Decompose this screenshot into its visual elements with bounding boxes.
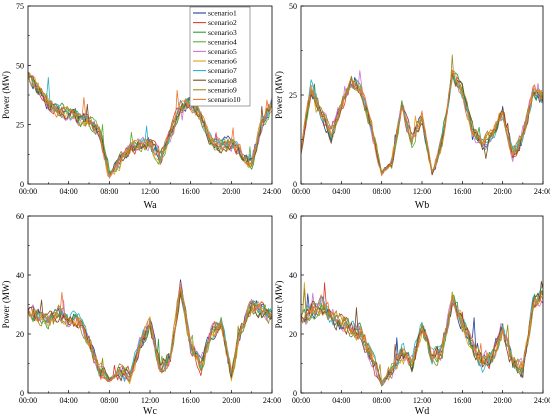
x-tick-label: 12:00	[413, 187, 431, 196]
y-tick-label: 0	[20, 389, 24, 398]
panel-wd: 00:00 04:00 08:00 12:00 16:00 20:00 24:00 0 20 40…	[274, 212, 550, 417]
y-tick-label: 0	[293, 389, 297, 398]
series-line-wc-scenario9	[28, 289, 272, 382]
legend-entry: scenario7	[208, 66, 237, 75]
y-axis-label: Power (MW)	[274, 281, 284, 329]
legend-entry: scenario8	[208, 76, 237, 85]
legend-entry: scenario9	[208, 85, 237, 94]
x-tick-label: 08:00	[373, 187, 391, 196]
series-line-wc-scenario4	[28, 291, 272, 383]
y-tick-label: 0	[20, 180, 24, 189]
x-tick-label: 12:00	[141, 396, 159, 405]
series-line-wd-scenario7	[301, 283, 543, 386]
y-tick-label: 75	[16, 2, 24, 11]
series-line-wc-scenario6	[28, 288, 272, 385]
y-axis-label: Power (MW)	[1, 281, 11, 329]
series-line-wa-scenario10	[28, 71, 272, 177]
legend-entry: scenario10	[208, 95, 241, 104]
series-line-wb-scenario6	[301, 70, 543, 175]
x-axis-label: Wa	[143, 200, 157, 211]
x-tick-label: 12:00	[413, 396, 431, 405]
series-line-wb-scenario8	[301, 72, 543, 176]
x-tick-label: 16:00	[453, 396, 471, 405]
x-tick-label: 00:00	[292, 396, 310, 405]
x-axis-label: Wc	[143, 406, 157, 417]
plot-frame	[300, 5, 544, 185]
legend-entry: scenario3	[208, 28, 237, 37]
x-tick-label: 00:00	[292, 187, 310, 196]
y-tick-label: 40	[289, 271, 297, 280]
panel-wb: 00:00 04:00 08:00 12:00 16:00 20:00 24:00 0 25 50…	[274, 2, 550, 211]
series-line-wc-scenario8	[28, 290, 272, 382]
x-tick-label: 20:00	[222, 187, 240, 196]
x-axis-label: Wd	[415, 406, 429, 417]
y-tick-label: 20	[289, 330, 297, 339]
legend-entry: scenario6	[208, 57, 237, 66]
series-line-wb-scenario10	[301, 70, 543, 177]
x-tick-label: 00:00	[19, 396, 37, 405]
x-tick-label: 04:00	[60, 396, 78, 405]
y-tick-label: 20	[16, 330, 24, 339]
x-tick-label: 16:00	[453, 187, 471, 196]
x-tick-label: 08:00	[100, 187, 118, 196]
legend-entry: scenario4	[208, 37, 237, 46]
x-tick-label: 04:00	[332, 187, 350, 196]
x-tick-label: 20:00	[494, 396, 512, 405]
x-tick-label: 20:00	[222, 396, 240, 405]
y-tick-label: 0	[293, 180, 297, 189]
y-tick-label: 50	[289, 2, 297, 11]
y-axis-label: Power (MW)	[274, 71, 284, 119]
plot-frame	[300, 215, 544, 394]
series-line-wd-scenario9	[301, 288, 543, 384]
series-line-wc-scenario2	[28, 294, 272, 383]
y-tick-label: 25	[289, 91, 297, 100]
series-line-wc-scenario7	[28, 289, 272, 382]
series-line-wb-scenario9	[301, 54, 543, 174]
y-tick-label: 60	[16, 212, 24, 221]
legend-entry: scenario5	[208, 47, 237, 56]
x-tick-label: 16:00	[182, 187, 200, 196]
x-tick-label: 00:00	[19, 187, 37, 196]
panel-wa: 00:00 04:00 08:00 12:00 16:00 20:00 24:00 0 25 50…	[1, 2, 281, 211]
x-tick-label: 24:00	[534, 187, 550, 196]
series-line-wa-scenario8	[28, 72, 272, 177]
legend: scenario1scenario2scenario3scenario4scen…	[189, 6, 251, 107]
series-line-wc-scenario1	[28, 279, 272, 381]
x-tick-label: 12:00	[141, 187, 159, 196]
x-tick-label: 04:00	[332, 396, 350, 405]
x-tick-label: 24:00	[263, 396, 281, 405]
series-line-wc-scenario10	[28, 281, 272, 382]
y-axis-label: Power (MW)	[1, 71, 11, 119]
x-tick-label: 20:00	[494, 187, 512, 196]
x-tick-label: 24:00	[263, 187, 281, 196]
series-line-wd-scenario10	[301, 294, 543, 384]
panel-wc: 00:00 04:00 08:00 12:00 16:00 20:00 24:00 0 20 40…	[1, 212, 281, 417]
legend-entry: scenario2	[208, 18, 237, 27]
y-tick-label: 25	[16, 121, 24, 130]
y-tick-label: 60	[289, 212, 297, 221]
series-line-wc-scenario3	[28, 290, 272, 381]
x-tick-label: 04:00	[60, 187, 78, 196]
x-tick-label: 16:00	[182, 396, 200, 405]
series-line-wc-scenario5	[28, 286, 272, 383]
x-tick-label: 08:00	[100, 396, 118, 405]
x-axis-label: Wb	[415, 200, 429, 211]
legend-entry: scenario1	[208, 9, 237, 18]
x-tick-label: 08:00	[373, 396, 391, 405]
plot-frame	[27, 215, 273, 394]
y-tick-label: 50	[16, 61, 24, 70]
y-tick-label: 40	[16, 271, 24, 280]
x-tick-label: 24:00	[534, 396, 550, 405]
